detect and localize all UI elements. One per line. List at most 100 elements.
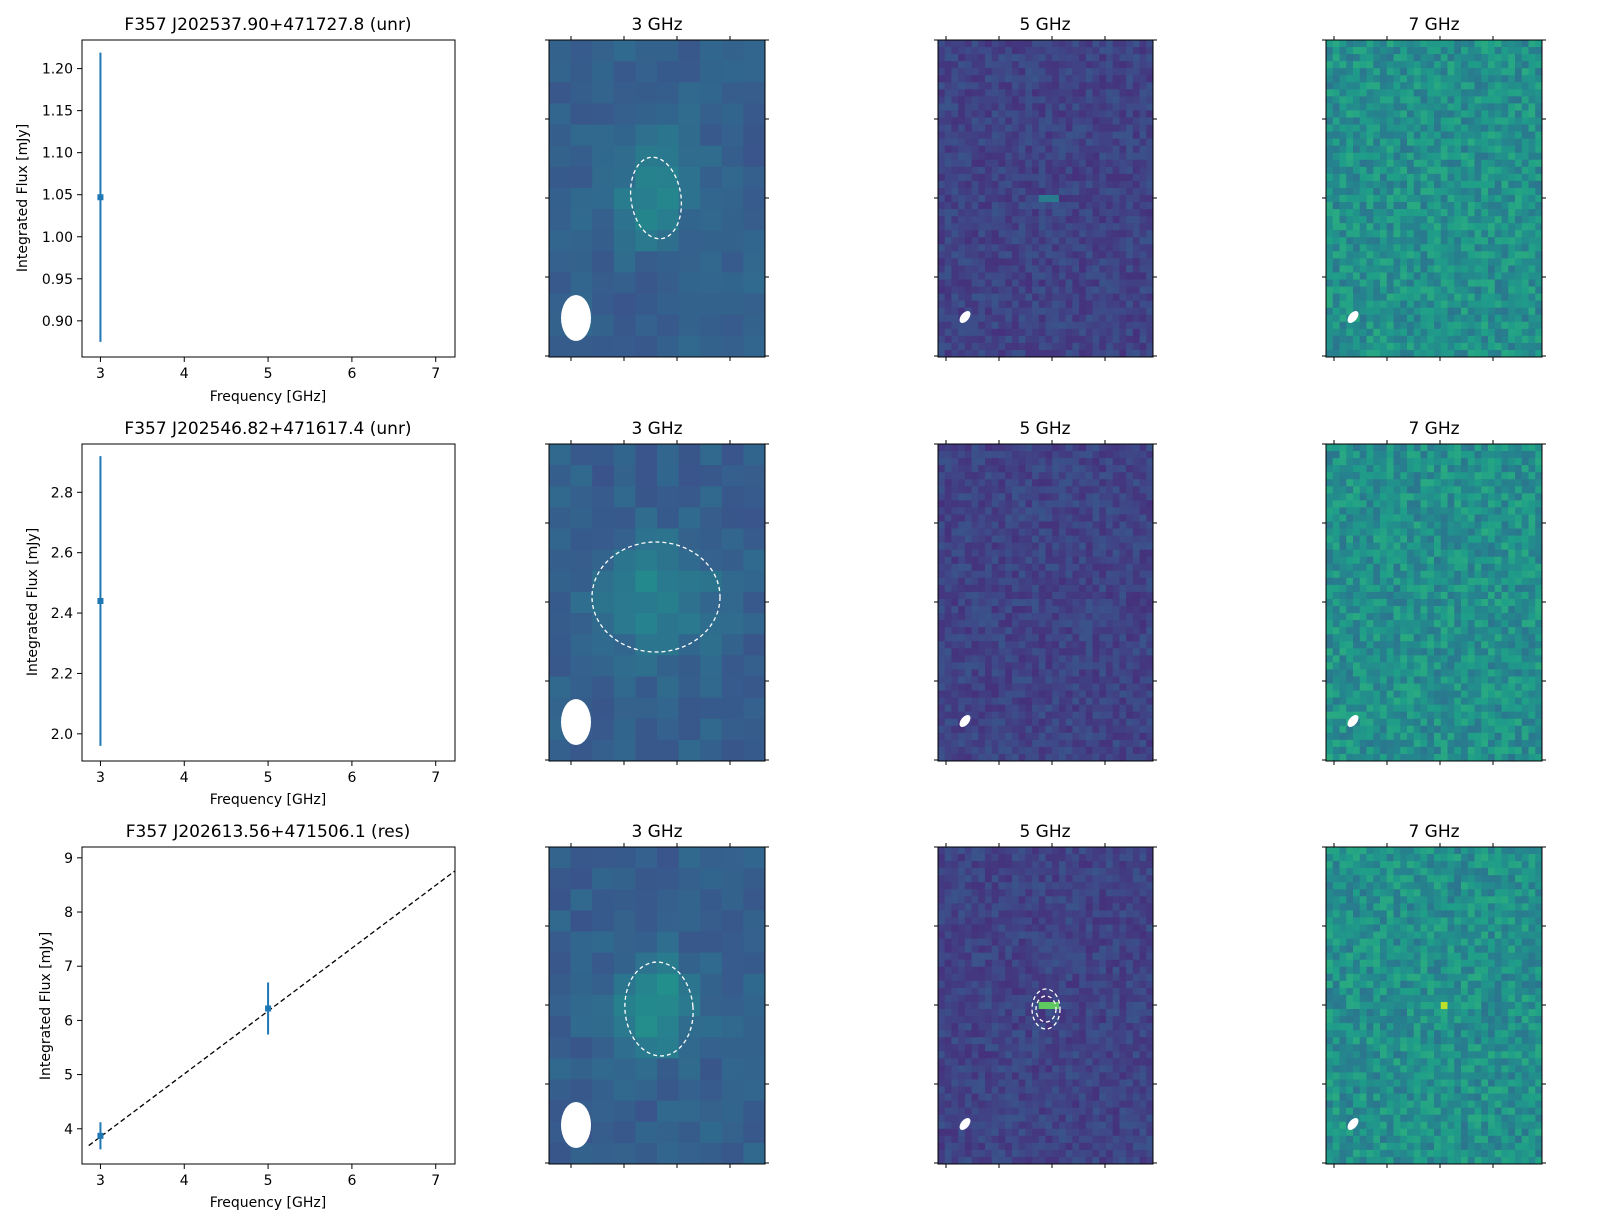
image-pixel bbox=[1045, 458, 1053, 466]
image-pixel bbox=[1139, 507, 1147, 516]
image-pixel bbox=[1119, 507, 1127, 516]
image-pixel bbox=[1018, 131, 1026, 140]
image-pixel bbox=[1146, 209, 1153, 217]
image-pixel bbox=[964, 577, 973, 586]
image-pixel bbox=[1366, 272, 1374, 281]
image-pixel bbox=[1072, 641, 1080, 649]
image-pixel bbox=[1501, 265, 1509, 274]
image-pixel bbox=[1072, 82, 1080, 90]
image-pixel bbox=[1146, 676, 1153, 685]
image-pixel bbox=[1427, 349, 1435, 357]
image-pixel bbox=[1005, 314, 1013, 323]
image-pixel bbox=[1045, 697, 1053, 706]
image-pixel bbox=[1434, 251, 1442, 259]
image-pixel bbox=[1099, 458, 1107, 466]
image-pixel bbox=[1092, 535, 1100, 544]
image-pixel bbox=[1139, 718, 1147, 727]
image-pixel bbox=[1454, 465, 1462, 473]
image-pixel bbox=[1494, 349, 1503, 357]
image-pixel bbox=[1528, 194, 1536, 203]
image-pixel bbox=[1488, 75, 1496, 83]
image-pixel bbox=[1079, 300, 1087, 309]
image-pixel bbox=[1032, 202, 1040, 210]
image-pixel bbox=[958, 68, 966, 76]
image-pixel bbox=[951, 187, 959, 196]
image-pixel bbox=[1508, 237, 1516, 245]
image-pixel bbox=[944, 521, 953, 530]
image-pixel bbox=[678, 272, 701, 295]
image-pixel bbox=[1058, 683, 1067, 692]
image-pixel bbox=[1346, 216, 1354, 224]
image-pixel bbox=[1005, 138, 1013, 147]
image-pixel bbox=[998, 620, 1006, 628]
image-pixel bbox=[1474, 131, 1482, 140]
image-pixel bbox=[1065, 690, 1073, 699]
image-pixel bbox=[971, 549, 979, 558]
image-pixel bbox=[1105, 732, 1114, 741]
image-pixel bbox=[1146, 307, 1153, 316]
image-pixel bbox=[1535, 202, 1542, 210]
image-pixel bbox=[1139, 152, 1147, 161]
image-pixel bbox=[1052, 718, 1060, 727]
image-pixel bbox=[1005, 68, 1013, 76]
image-pixel bbox=[964, 690, 973, 699]
image-pixel bbox=[1380, 479, 1388, 487]
image-pixel bbox=[1058, 697, 1067, 706]
image-pixel bbox=[700, 655, 723, 678]
image-pixel bbox=[570, 124, 593, 147]
image-pixel bbox=[1032, 145, 1040, 154]
image-pixel bbox=[1481, 96, 1489, 104]
image-pixel bbox=[1079, 110, 1087, 119]
image-pixel bbox=[1011, 180, 1020, 189]
image-pixel bbox=[985, 279, 993, 288]
image-pixel bbox=[1065, 549, 1073, 558]
image-pixel bbox=[1092, 54, 1100, 62]
image-pixel bbox=[1092, 103, 1100, 112]
image-pixel bbox=[978, 606, 986, 614]
image-pixel bbox=[1045, 507, 1053, 516]
image-pixel bbox=[1126, 591, 1134, 600]
image-pixel bbox=[1413, 138, 1422, 147]
image-pixel bbox=[1079, 577, 1087, 586]
image-pixel bbox=[1018, 507, 1026, 516]
image-pixel bbox=[1011, 718, 1020, 727]
image-pixel bbox=[1400, 82, 1408, 90]
image-pixel bbox=[1366, 47, 1374, 55]
image-pixel bbox=[1038, 166, 1047, 175]
image-pixel bbox=[1085, 173, 1094, 182]
image-pixel bbox=[1032, 82, 1040, 90]
image-pixel bbox=[1085, 335, 1094, 344]
image-pixel bbox=[1393, 293, 1401, 302]
image-pixel bbox=[964, 209, 973, 217]
image-pixel bbox=[944, 230, 953, 238]
image-pixel bbox=[1332, 279, 1341, 288]
image-pixel bbox=[978, 124, 986, 133]
image-pixel bbox=[1052, 641, 1060, 649]
image-pixel bbox=[1501, 103, 1509, 112]
image-pixel bbox=[1119, 180, 1127, 189]
image-pixel bbox=[1434, 472, 1442, 480]
image-pixel bbox=[1447, 465, 1455, 473]
image-pixel bbox=[991, 690, 1000, 699]
image-pixel bbox=[1011, 739, 1020, 748]
image-pixel bbox=[991, 732, 1000, 741]
image-pixel bbox=[1400, 159, 1408, 168]
image-pixel bbox=[1481, 230, 1489, 238]
image-pixel bbox=[1528, 187, 1536, 196]
image-pixel bbox=[971, 138, 979, 147]
image-pixel bbox=[1400, 103, 1408, 112]
image-pixel bbox=[1005, 194, 1013, 203]
image-pixel bbox=[700, 61, 723, 83]
image-pixel bbox=[1461, 300, 1469, 309]
image-pixel bbox=[1079, 54, 1087, 62]
image-pixel bbox=[1346, 293, 1354, 302]
image-pixel bbox=[1011, 230, 1020, 238]
image-pixel bbox=[1353, 117, 1361, 126]
image-pixel bbox=[1508, 61, 1516, 69]
image-pixel bbox=[1467, 300, 1476, 309]
image-pixel bbox=[1366, 465, 1374, 473]
image-pixel bbox=[549, 145, 572, 168]
image-pixel bbox=[1132, 68, 1141, 76]
image-pixel bbox=[985, 244, 993, 252]
image-pixel bbox=[1467, 293, 1476, 302]
